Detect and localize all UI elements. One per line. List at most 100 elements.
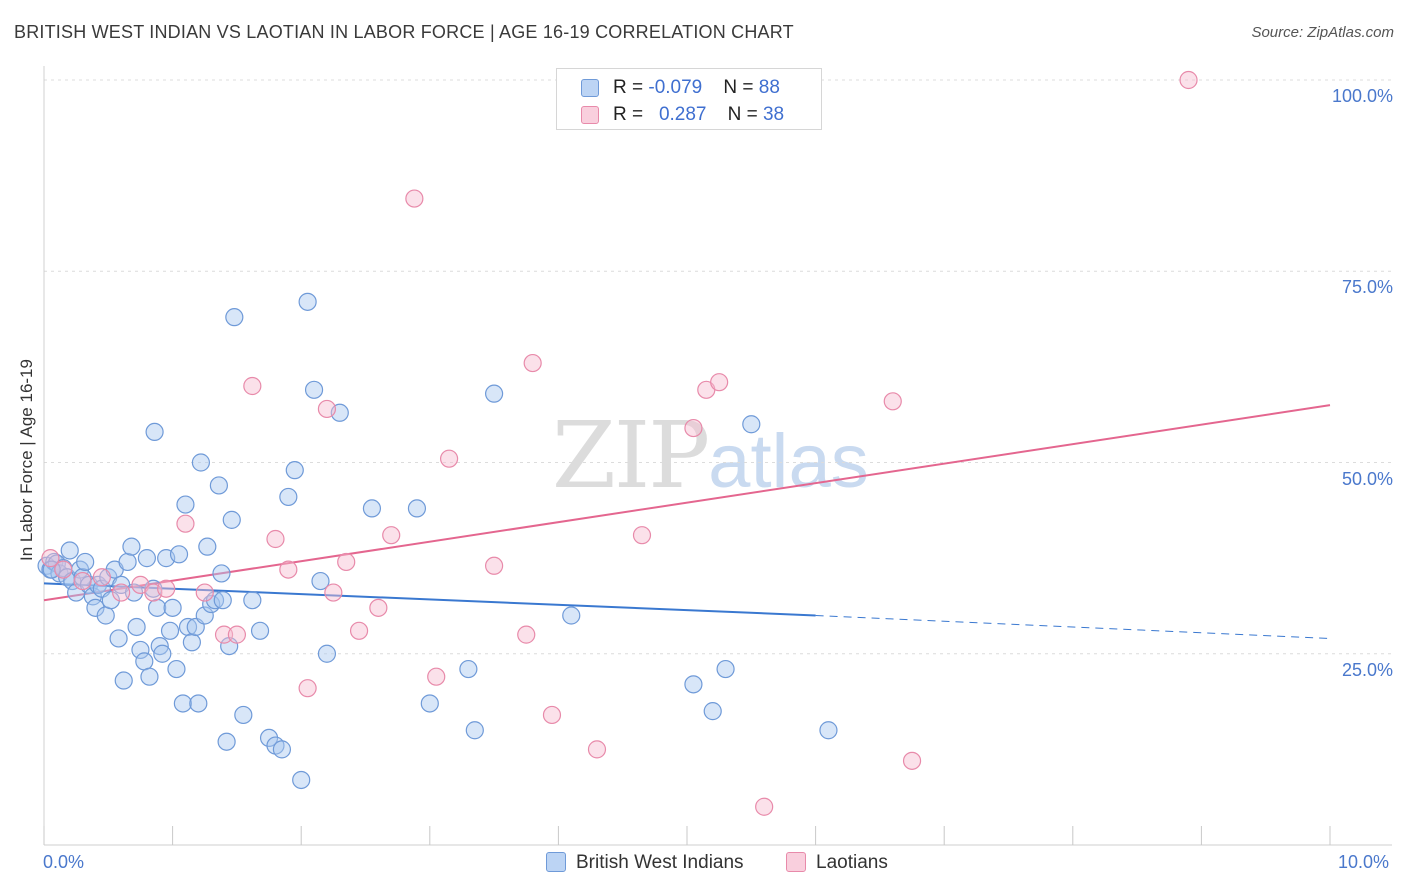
y-tick-label-75: 75.0% — [1341, 277, 1393, 298]
point-laotians-20 — [369, 598, 388, 617]
point-british-west-indians-41 — [169, 545, 189, 564]
source-credit: Source: ZipAtlas.com — [1251, 24, 1394, 41]
trend-lines — [43, 404, 1331, 639]
point-laotians-10 — [214, 625, 234, 644]
bottom-legend-label-pink: Laotians — [816, 852, 888, 873]
point-laotians-23 — [427, 667, 446, 686]
point-laotians-21 — [382, 526, 401, 545]
point-british-west-indians-70 — [311, 571, 330, 591]
point-british-west-indians-67 — [292, 770, 311, 790]
point-british-west-indians-82 — [716, 659, 735, 679]
point-british-west-indians-43 — [176, 495, 195, 514]
point-laotians-13 — [266, 529, 285, 549]
point-british-west-indians-57 — [222, 510, 241, 529]
correlation-legend: R = -0.079 N = 88 R = 0.287 N = 38 — [556, 68, 822, 130]
axes — [43, 66, 1392, 846]
y-tick-label-100: 100.0% — [1331, 86, 1393, 106]
point-laotians-0 — [41, 549, 60, 568]
point-british-west-indians-86 — [212, 564, 231, 583]
point-british-west-indians-76 — [459, 659, 478, 679]
point-british-west-indians-78 — [485, 384, 504, 403]
bottom-legend-swatch-pink — [786, 852, 806, 872]
point-laotians-16 — [317, 399, 337, 419]
point-british-west-indians-66 — [285, 461, 304, 480]
point-laotians-1 — [54, 560, 73, 579]
point-british-west-indians-32 — [140, 667, 159, 686]
point-british-west-indians-69 — [304, 380, 324, 399]
point-laotians-28 — [542, 705, 562, 725]
chart-title: BRITISH WEST INDIAN VS LAOTIAN IN LABOR … — [14, 22, 794, 42]
point-laotians-33 — [710, 373, 729, 392]
point-british-west-indians-58 — [225, 308, 244, 327]
point-british-west-indians-26 — [122, 537, 141, 556]
point-british-west-indians-61 — [250, 621, 270, 640]
point-laotians-22 — [405, 189, 424, 208]
point-british-west-indians-20 — [101, 591, 120, 610]
point-laotians-15 — [298, 679, 317, 698]
point-laotians-14 — [279, 560, 298, 579]
point-british-west-indians-55 — [217, 732, 236, 751]
point-laotians-2 — [73, 571, 92, 591]
x-tick-label-max: 10.0% — [1338, 852, 1390, 872]
watermark-atlas: atlas — [708, 419, 869, 504]
legend-swatch-pink — [581, 106, 599, 124]
point-laotians-7 — [157, 579, 176, 598]
x-tick-label-min: 0.0% — [43, 852, 85, 872]
point-british-west-indians-74 — [407, 499, 427, 518]
point-laotians-27 — [523, 353, 542, 373]
point-laotians-29 — [587, 740, 607, 759]
point-british-west-indians-83 — [742, 415, 761, 434]
trend-line-british-west-indians — [43, 582, 816, 617]
data-points — [37, 70, 1198, 816]
point-laotians-9 — [195, 583, 214, 602]
point-laotians-31 — [684, 418, 703, 438]
y-tick-label-25: 25.0% — [1341, 659, 1393, 680]
point-british-west-indians-42 — [173, 694, 192, 713]
point-british-west-indians-38 — [160, 621, 180, 640]
point-laotians-26 — [517, 625, 536, 644]
point-laotians-37 — [1179, 70, 1198, 90]
point-british-west-indians-7 — [60, 541, 79, 560]
point-british-west-indians-31 — [137, 549, 156, 568]
bottom-legend-british-west-indians: British West Indians — [546, 852, 744, 874]
point-british-west-indians-25 — [118, 552, 137, 572]
point-british-west-indians-64 — [272, 740, 292, 759]
bottom-legend-label-blue: British West Indians — [576, 852, 744, 873]
point-british-west-indians-22 — [109, 629, 128, 648]
point-laotians-3 — [92, 568, 111, 587]
point-british-west-indians-73 — [362, 499, 382, 518]
point-british-west-indians-45 — [182, 633, 201, 652]
point-british-west-indians-30 — [135, 652, 154, 671]
point-british-west-indians-87 — [145, 422, 164, 441]
trend-line-british-west-indians-extrapolated — [815, 615, 1331, 639]
point-british-west-indians-79 — [562, 606, 581, 625]
point-british-west-indians-29 — [131, 640, 150, 660]
point-british-west-indians-15 — [86, 598, 105, 617]
y-tick-label-50: 50.0% — [1341, 468, 1393, 489]
point-british-west-indians-36 — [153, 644, 172, 663]
point-british-west-indians-75 — [420, 694, 439, 713]
point-british-west-indians-84 — [819, 721, 838, 740]
point-british-west-indians-34 — [148, 598, 167, 617]
point-laotians-11 — [227, 625, 246, 644]
bottom-legend-swatch-blue — [546, 852, 566, 872]
point-british-west-indians-77 — [465, 721, 484, 740]
point-british-west-indians-60 — [243, 591, 262, 610]
gridlines — [44, 79, 1392, 655]
point-british-west-indians-81 — [703, 702, 722, 721]
point-british-west-indians-39 — [163, 598, 182, 617]
point-british-west-indians-52 — [205, 591, 225, 610]
point-british-west-indians-80 — [684, 675, 703, 694]
point-laotians-17 — [324, 583, 343, 602]
bottom-legend-laotians: Laotians — [786, 852, 888, 874]
point-british-west-indians-24 — [114, 671, 133, 690]
point-laotians-34 — [755, 797, 774, 816]
point-british-west-indians-68 — [298, 292, 317, 311]
legend-text-blue: R = -0.079 N = 88 — [613, 77, 780, 98]
point-laotians-19 — [349, 621, 369, 640]
legend-swatch-blue — [581, 79, 599, 97]
point-british-west-indians-48 — [191, 453, 210, 472]
point-british-west-indians-50 — [198, 537, 217, 556]
point-laotians-24 — [439, 449, 459, 468]
